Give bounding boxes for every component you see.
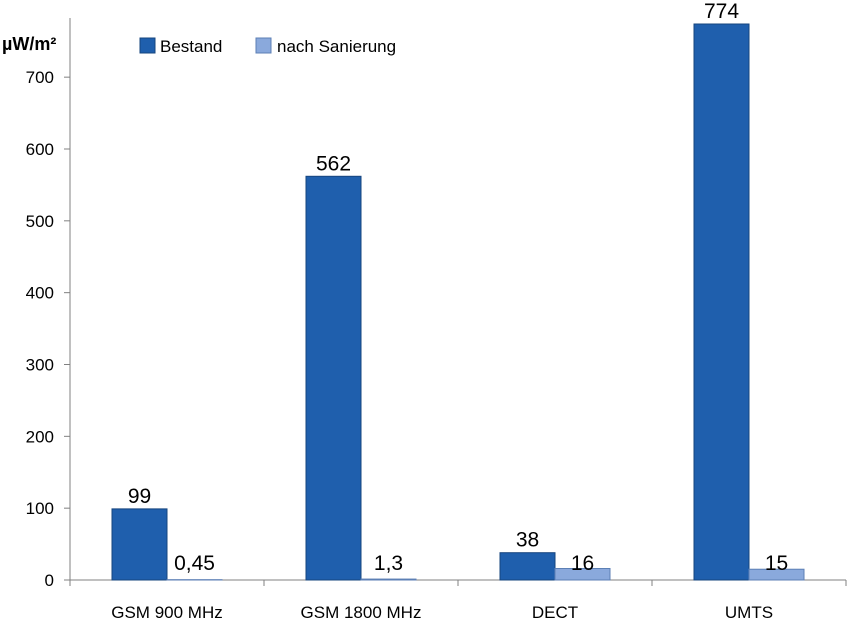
category-labels: GSM 900 MHz GSM 1800 MHz DECT UMTS — [111, 603, 773, 622]
data-label-nach-sanierung: 16 — [571, 552, 594, 575]
y-tick-label: 400 — [26, 284, 54, 303]
data-label-nach-sanierung: 1,3 — [374, 552, 403, 575]
data-label-nach-sanierung: 15 — [765, 552, 788, 575]
data-label-bestand: 562 — [316, 152, 351, 175]
y-axis-unit-label: µW/m² — [2, 34, 56, 54]
data-labels: 99 0,45 562 1,3 38 16 774 15 — [128, 0, 788, 575]
legend-label-bestand: Bestand — [160, 37, 222, 56]
x-category-label: UMTS — [725, 603, 773, 622]
bar-nach-sanierung — [554, 568, 611, 581]
data-label-bestand: 38 — [516, 529, 539, 552]
x-category-label: GSM 1800 MHz — [301, 603, 422, 622]
bar-nach-sanierung — [360, 578, 417, 581]
bars — [111, 23, 805, 581]
y-axis-ticks: 0 100 200 300 400 500 600 700 — [26, 68, 70, 590]
bar-bestand — [693, 23, 750, 581]
legend-swatch-nach-sanierung — [255, 37, 272, 54]
bar-bestand — [111, 508, 168, 581]
bar-bestand — [305, 175, 362, 581]
y-tick-label: 700 — [26, 68, 54, 87]
y-tick-label: 300 — [26, 355, 54, 374]
data-label-bestand: 99 — [128, 485, 151, 508]
y-tick-label: 600 — [26, 140, 54, 159]
data-label-nach-sanierung: 0,45 — [174, 552, 215, 575]
legend-swatch-bestand — [139, 37, 156, 54]
y-tick-label: 500 — [26, 212, 54, 231]
bar-nach-sanierung — [748, 568, 805, 581]
y-tick-label: 200 — [26, 427, 54, 446]
legend-label-nach-sanierung: nach Sanierung — [277, 37, 396, 56]
y-tick-label: 0 — [45, 571, 54, 590]
x-category-label: DECT — [532, 603, 578, 622]
bar-bestand — [499, 552, 556, 581]
y-tick-label: 100 — [26, 499, 54, 518]
x-category-label: GSM 900 MHz — [111, 603, 222, 622]
data-label-bestand: 774 — [704, 0, 739, 23]
legend: Bestand nach Sanierung — [139, 37, 396, 56]
